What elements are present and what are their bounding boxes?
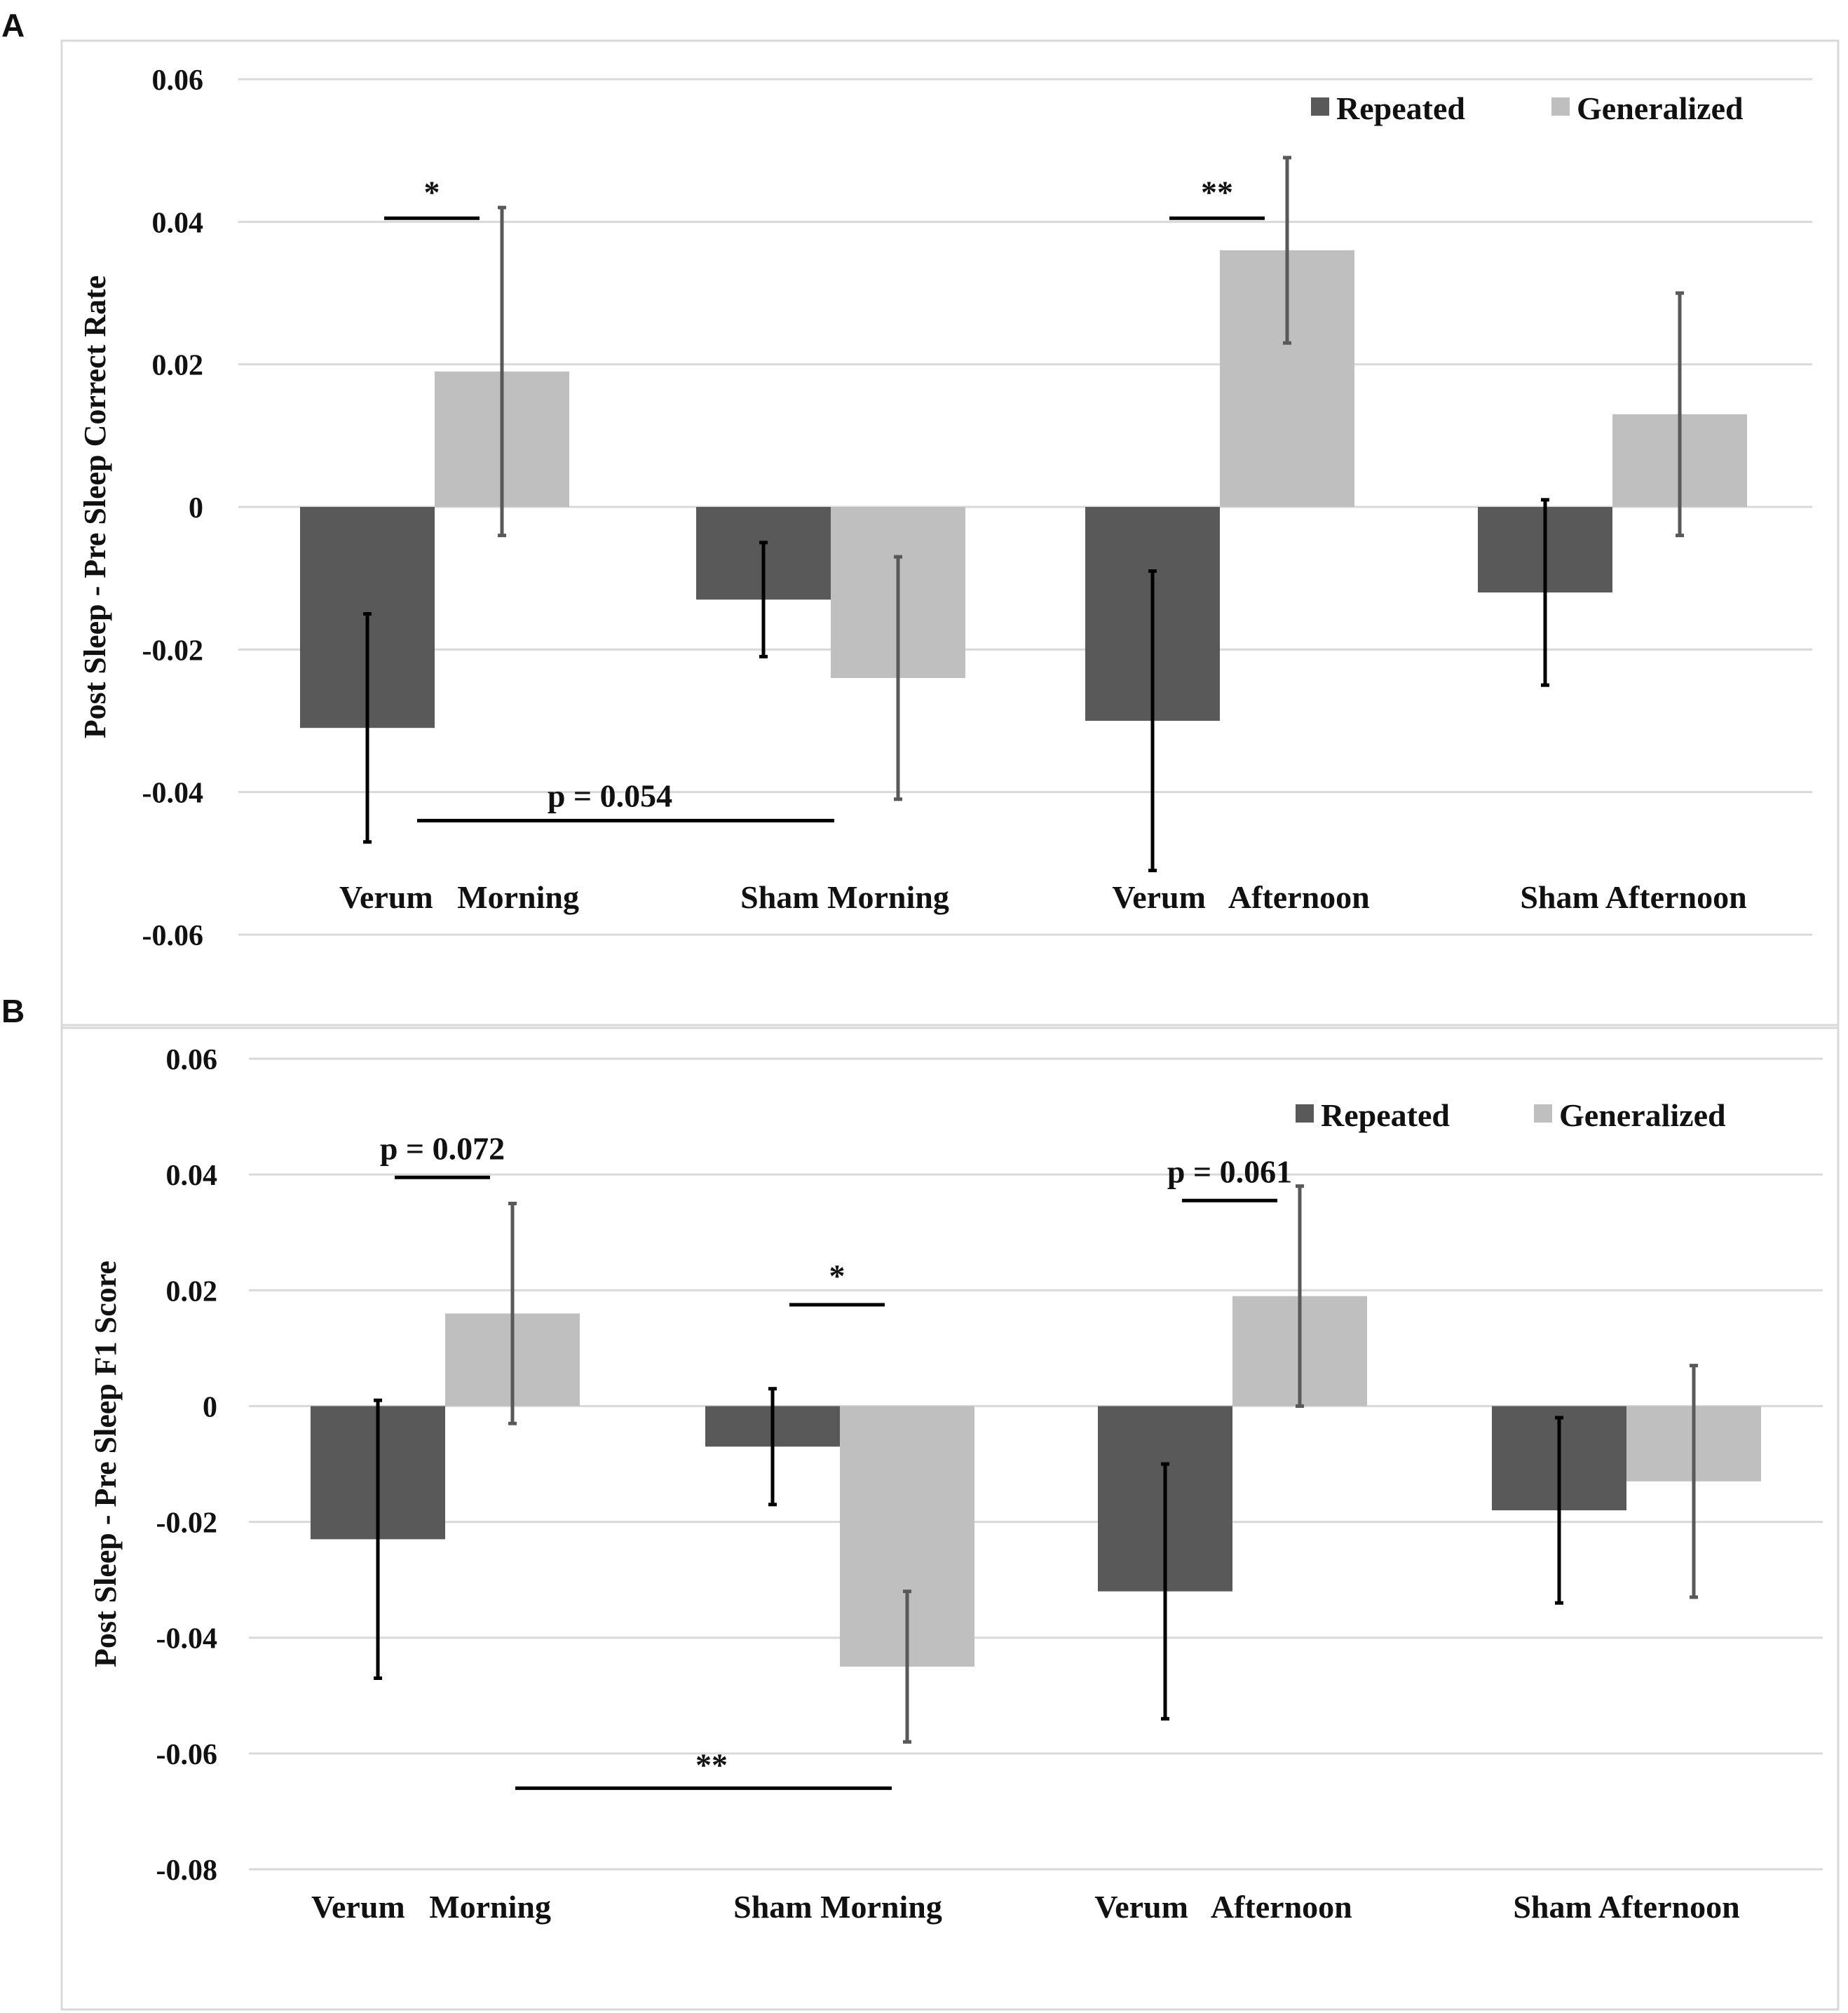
y-tick-label: -0.06 — [142, 920, 204, 952]
significance-label: ** — [1201, 174, 1233, 210]
significance-label: p = 0.061 — [1167, 1153, 1292, 1189]
category-label: Sham Morning — [740, 879, 949, 915]
category-label: Sham Afternoon — [1520, 879, 1746, 915]
y-tick-label: -0.04 — [142, 778, 204, 810]
legend-swatch-generalized — [1534, 1104, 1552, 1123]
y-tick-label: 0.06 — [166, 1044, 218, 1076]
category-label: Verum Morning — [339, 879, 579, 915]
legend-swatch-repeated — [1311, 97, 1329, 116]
category-label: Sham Morning — [733, 1889, 942, 1925]
y-tick-label: -0.04 — [156, 1623, 218, 1655]
y-tick-label: -0.02 — [156, 1507, 218, 1540]
panel-frame — [60, 1024, 1840, 2011]
legend-swatch-repeated — [1296, 1104, 1314, 1123]
legend-swatch-generalized — [1551, 97, 1570, 116]
y-tick-label: 0.02 — [166, 1275, 218, 1308]
significance-label: p = 0.072 — [380, 1130, 505, 1166]
y-tick-label: 0.04 — [166, 1160, 218, 1192]
significance-label: * — [829, 1258, 845, 1294]
panel-letter: A — [1, 7, 25, 43]
y-tick-label: 0.06 — [152, 65, 204, 97]
y-tick-label: 0.02 — [152, 350, 204, 382]
chart-panel-b: B 0.06 0.04 0.02 0 -0.02 -0.04 -0.06 -0.08 Post S… — [1, 993, 1840, 2011]
y-axis-label: Post Sleep - Pre Sleep Correct Rate — [78, 276, 112, 739]
y-tick-label: -0.02 — [142, 635, 204, 667]
y-axis-label: Post Sleep - Pre Sleep F1 Score — [88, 1261, 123, 1667]
significance-label: p = 0.054 — [548, 778, 672, 813]
chart-panel-a: A 0.06 0.04 0.02 0 -0.02 -0.04 -0.06 Post Sleep … — [1, 7, 1840, 1029]
panel-letter: B — [1, 993, 25, 1029]
y-tick-label: 0.04 — [152, 207, 204, 239]
category-label: Sham Afternoon — [1513, 1889, 1739, 1925]
y-tick-label: -0.08 — [156, 1855, 218, 1887]
legend-label-generalized: Generalized — [1559, 1097, 1726, 1133]
y-tick-label: 0 — [189, 492, 203, 524]
y-tick-label: -0.06 — [156, 1739, 218, 1771]
category-label: Verum Afternoon — [1112, 879, 1370, 915]
significance-label: ** — [695, 1747, 728, 1782]
y-tick-label: 0 — [203, 1391, 217, 1423]
legend-label-repeated: Repeated — [1336, 90, 1465, 126]
legend-label-generalized: Generalized — [1577, 90, 1744, 126]
category-label: Verum Morning — [311, 1889, 551, 1925]
category-label: Verum Afternoon — [1094, 1889, 1352, 1925]
significance-label: * — [424, 174, 440, 210]
legend-label-repeated: Repeated — [1321, 1097, 1450, 1133]
panel-frame — [60, 39, 1840, 1029]
